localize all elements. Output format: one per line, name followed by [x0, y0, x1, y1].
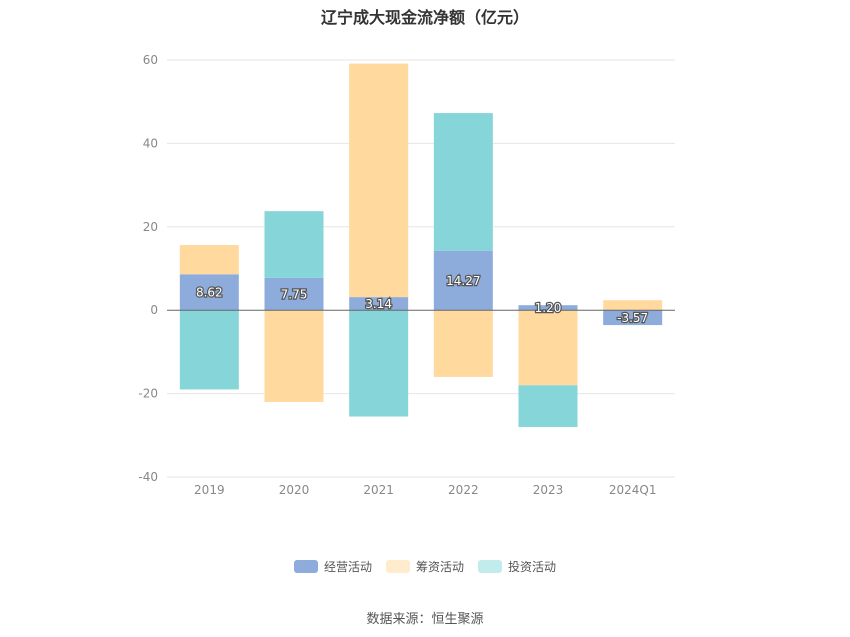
data-label: 7.75	[281, 288, 308, 302]
y-tick-label: 40	[143, 136, 158, 150]
bar	[264, 211, 324, 278]
x-tick-label: 2020	[279, 483, 310, 497]
legend-label: 筹资活动	[415, 560, 464, 574]
legend-swatch	[293, 560, 318, 573]
bar	[603, 310, 663, 326]
legend-item[interactable]: 投资活动	[478, 558, 556, 575]
y-tick-label: -40	[138, 470, 158, 484]
legend-label: 经营活动	[323, 560, 372, 574]
x-tick-label: 2022	[448, 483, 479, 497]
data-source: 数据来源：恒生聚源	[366, 612, 484, 627]
bar	[518, 310, 578, 386]
bar	[349, 310, 409, 417]
bar	[433, 250, 493, 311]
bar	[179, 274, 239, 311]
legend-label: 投资活动	[508, 560, 557, 574]
legend-item[interactable]: 筹资活动	[385, 558, 464, 575]
data-label: 8.62	[196, 286, 223, 300]
data-label: -3.57	[617, 311, 648, 325]
legend-swatch	[478, 560, 502, 573]
chart-legend: 经营活动 筹资活动 投资活动	[0, 558, 850, 575]
bar	[179, 310, 239, 390]
data-label: 14.27	[446, 274, 480, 288]
x-tick-label: 2019	[194, 483, 225, 497]
bar	[603, 300, 663, 311]
y-tick-label: 20	[143, 220, 158, 234]
legend-item[interactable]: 经营活动	[293, 558, 372, 575]
bar	[349, 297, 409, 311]
data-label: 3.14	[365, 297, 392, 311]
chart-title: 辽宁成大现金流净额（亿元）	[320, 8, 529, 27]
bar	[518, 305, 578, 311]
x-tick-label: 2024Q1	[609, 483, 657, 497]
bar	[264, 277, 324, 311]
bar	[433, 310, 493, 377]
y-tick-label: -20	[138, 387, 158, 401]
bar	[349, 63, 409, 298]
data-label: 1.20	[535, 301, 562, 315]
x-tick-label: 2021	[363, 483, 394, 497]
bar	[179, 245, 239, 275]
legend-swatch	[385, 560, 410, 573]
y-tick-label: 60	[143, 53, 158, 67]
bar-chart: 8.62 7.75 3.14 14.27 1.20 -3.57 -40 -20 0 20 40 60…	[138, 53, 675, 497]
bar	[264, 310, 324, 402]
bar	[433, 113, 493, 251]
y-tick-label: 0	[150, 303, 158, 317]
x-tick-label: 2023	[533, 483, 564, 497]
bar	[518, 385, 578, 427]
